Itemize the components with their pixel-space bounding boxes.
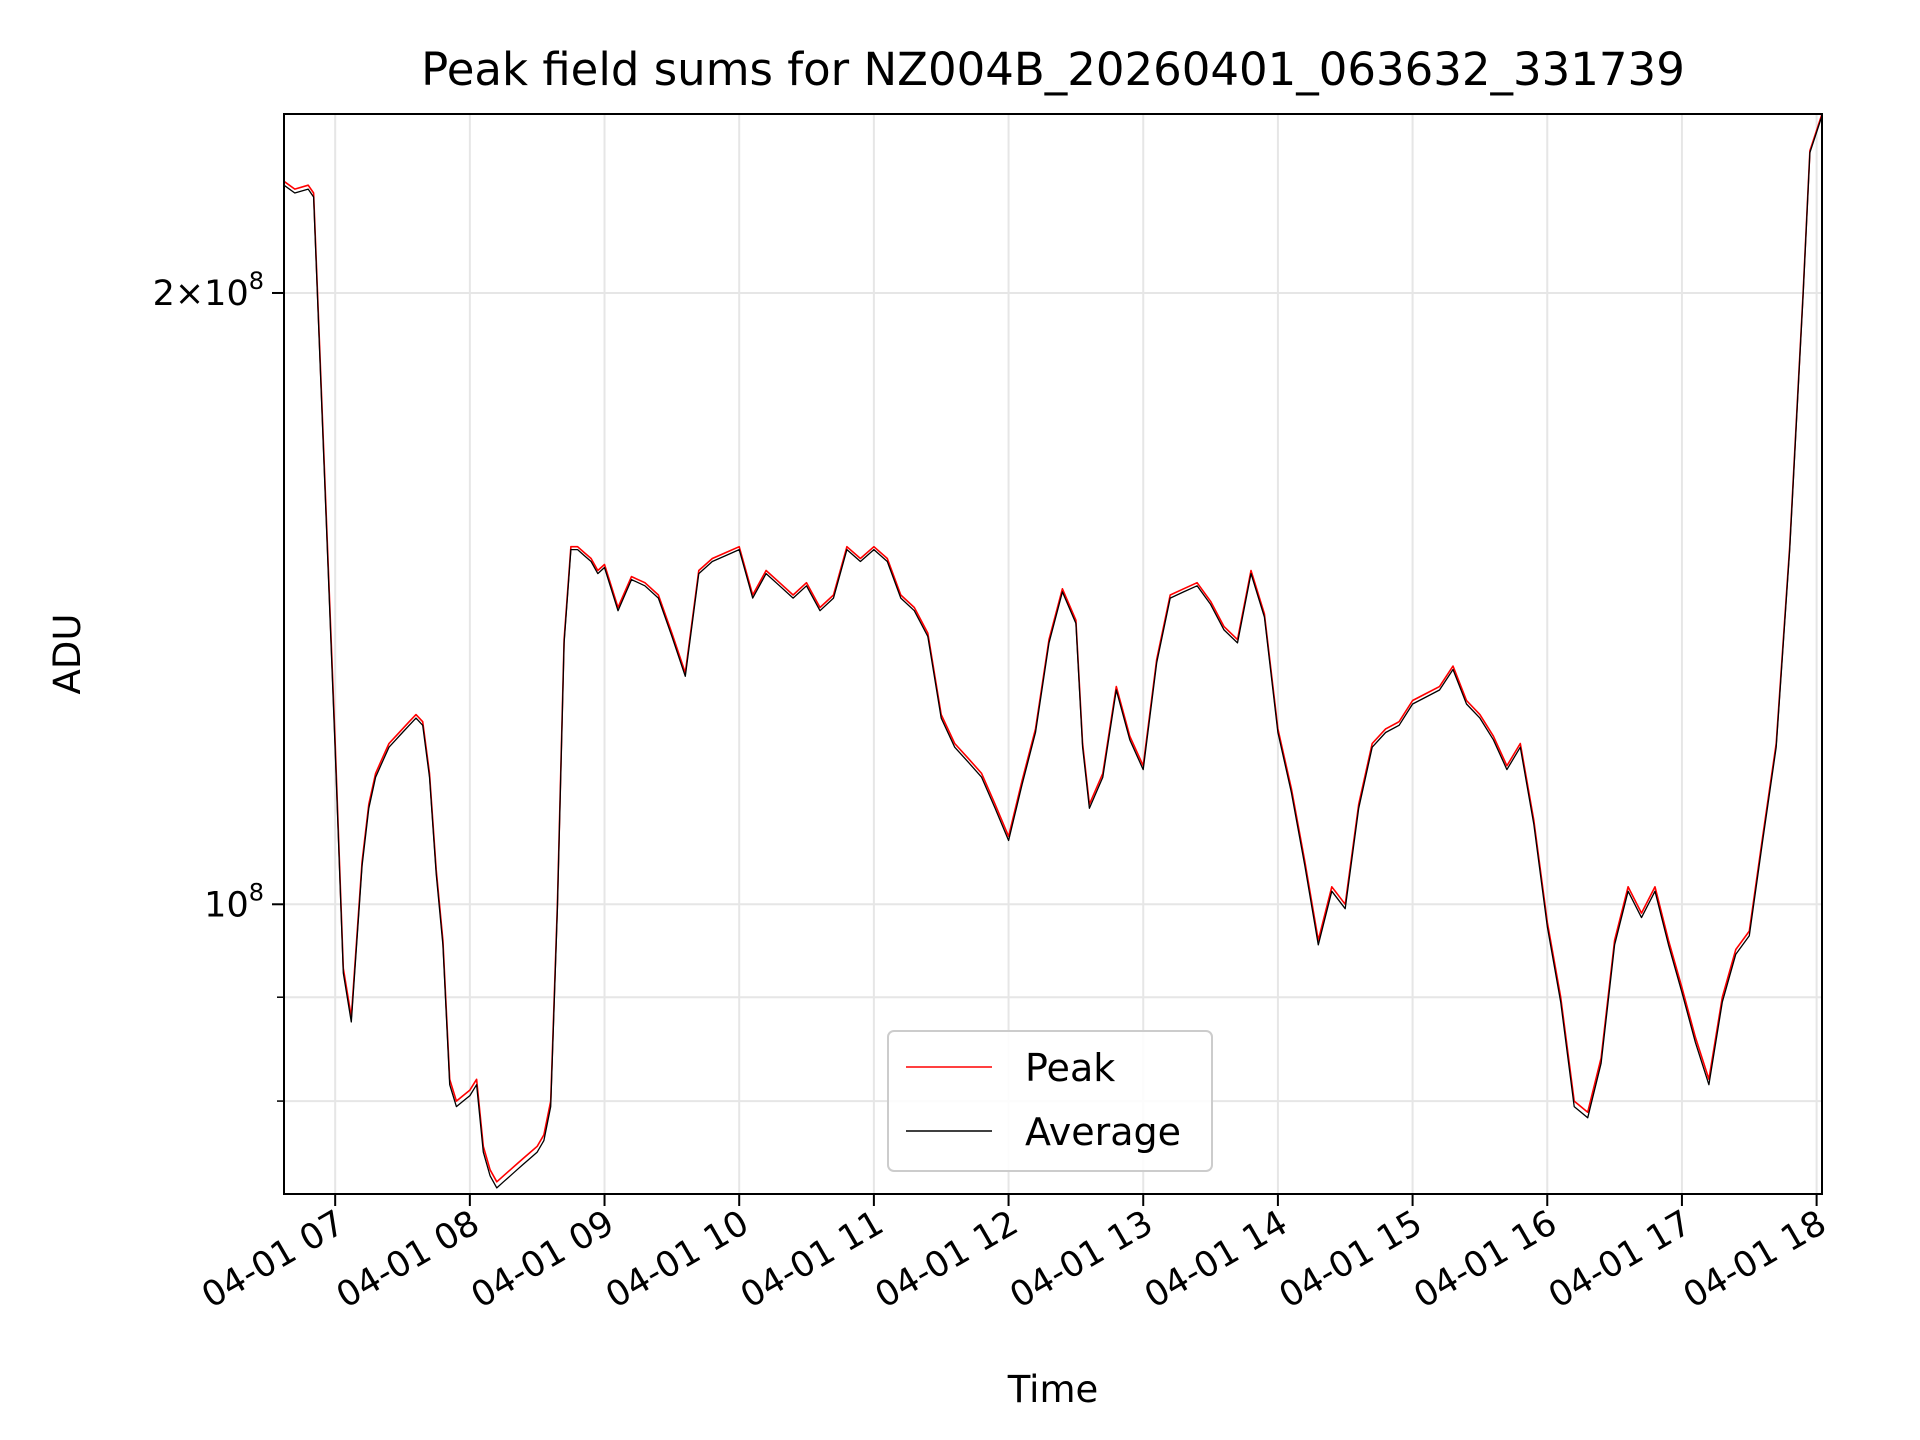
legend-label-average: Average (1025, 1110, 1181, 1154)
y-tick-mantissa: 2 (153, 274, 175, 314)
plot-frame (283, 113, 1823, 1195)
grid (284, 114, 1822, 1194)
y-tick-exponent: 8 (249, 267, 264, 295)
y-tick-label: 2×108 (153, 267, 264, 314)
x-axis-label: Time (1007, 1368, 1099, 1411)
chart-title: Peak field sums for NZ004B_20260401_0636… (421, 43, 1685, 96)
y-tick-exponent: 8 (249, 878, 264, 906)
series-layer (283, 113, 1823, 1189)
y-tick-label: 108 (204, 878, 264, 925)
legend-label-peak: Peak (1025, 1046, 1115, 1090)
y-tick-base: 10 (204, 274, 249, 314)
y-tick-base: 10 (204, 885, 249, 925)
series-line-average (283, 115, 1823, 1189)
y-axis-label: ADU (46, 614, 89, 695)
y-tick-times: × (175, 274, 204, 314)
legend-box (887, 1030, 1213, 1172)
legend: Peak Average (887, 1030, 1213, 1172)
